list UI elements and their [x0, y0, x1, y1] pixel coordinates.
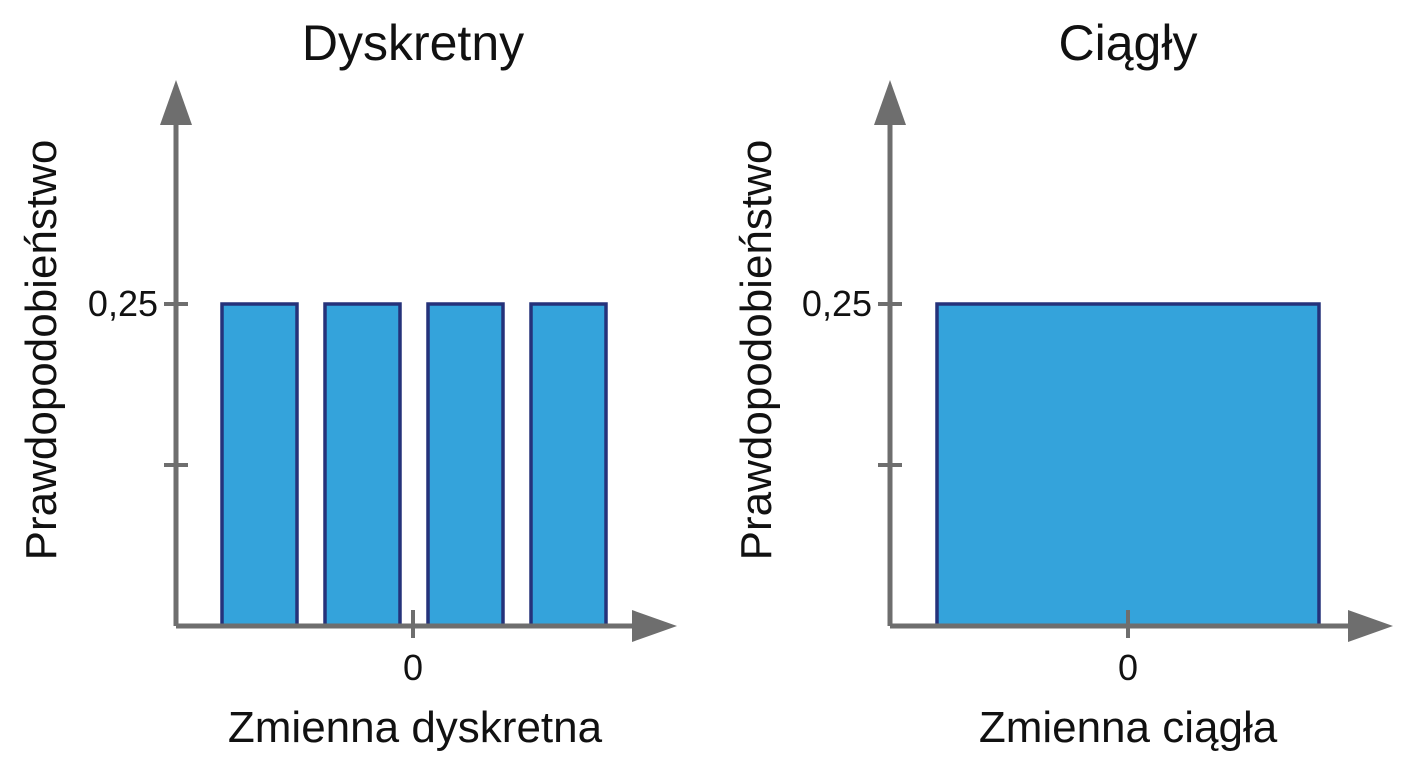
discrete-panel: Dyskretny Prawdopodobieństwo Zmienna dys… — [17, 15, 677, 752]
continuous-chart-title: Ciągły — [1059, 15, 1198, 71]
discrete-bar-3 — [426, 302, 505, 628]
continuous-x-axis-label: Zmienna ciągła — [979, 703, 1278, 752]
discrete-chart-title: Dyskretny — [302, 15, 524, 71]
discrete-y-tick-label-2: 0,25 — [88, 283, 158, 324]
discrete-bar-4 — [529, 302, 608, 628]
discrete-y-axis-arrow — [160, 80, 192, 125]
discrete-bar-2 — [323, 302, 402, 628]
continuous-y-tick-label-2: 0,25 — [802, 283, 872, 324]
continuous-y-axis-arrow — [874, 80, 906, 125]
discrete-ticks: 0,25 0 — [88, 283, 423, 688]
continuous-panel: Ciągły Prawdopodobieństwo Zmienna ciągła… — [732, 15, 1393, 752]
discrete-y-axis-label: Prawdopodobieństwo — [17, 140, 66, 561]
continuous-axes — [874, 80, 1393, 642]
continuous-uniform-area — [935, 302, 1321, 628]
continuous-area — [935, 302, 1321, 628]
discrete-x-axis-arrow — [632, 610, 677, 642]
continuous-x-tick-label-1: 0 — [1118, 647, 1138, 688]
discrete-bar-1 — [220, 302, 299, 628]
continuous-y-axis-label: Prawdopodobieństwo — [732, 140, 781, 561]
continuous-x-axis-arrow — [1348, 610, 1393, 642]
discrete-bars — [220, 302, 608, 628]
discrete-x-axis-label: Zmienna dyskretna — [228, 703, 603, 752]
continuous-ticks: 0,25 0 — [802, 283, 1138, 688]
discrete-x-tick-label-1: 0 — [403, 647, 423, 688]
